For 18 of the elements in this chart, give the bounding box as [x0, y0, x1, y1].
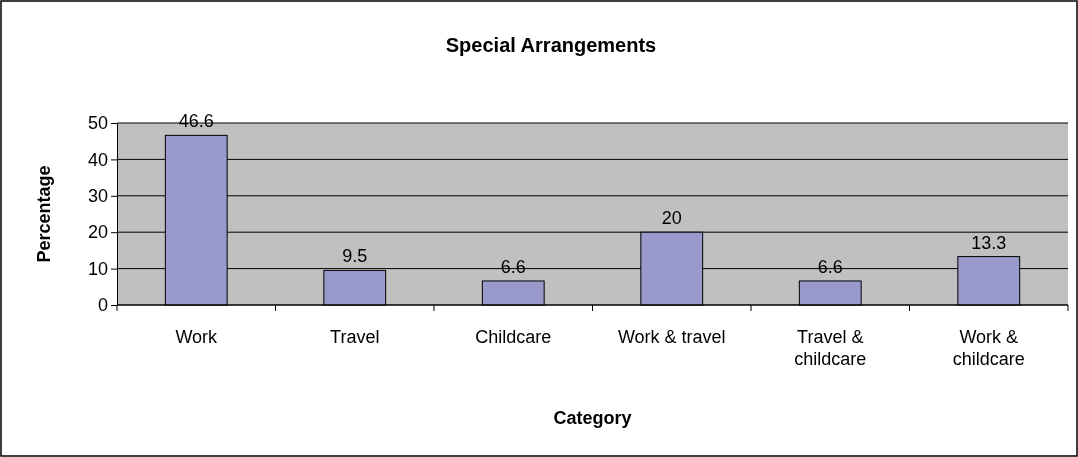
x-axis-title: Category [553, 408, 632, 428]
chart-title: Special Arrangements [445, 34, 657, 56]
data-label: 9.5 [342, 246, 368, 267]
y-axis-title: Percentage [34, 165, 54, 263]
x-tick-label: Travel & childcare [794, 327, 867, 369]
x-tick-label: Work & childcare [952, 327, 1025, 369]
x-tick-label: Childcare [475, 327, 552, 347]
x-tick-label: Work [175, 327, 219, 347]
y-tick-label: 20 [87, 222, 108, 243]
data-label: 20 [661, 208, 682, 229]
y-tick-label: 0 [97, 295, 108, 316]
y-tick-label: 50 [87, 113, 108, 134]
x-tick-label: Travel [330, 327, 380, 347]
y-tick-label: 30 [87, 186, 108, 207]
x-tick-label: Work & travel [617, 327, 726, 347]
y-tick-label: 40 [87, 149, 108, 170]
data-label: 13.3 [971, 232, 1007, 253]
y-tick-label: 10 [87, 258, 108, 279]
